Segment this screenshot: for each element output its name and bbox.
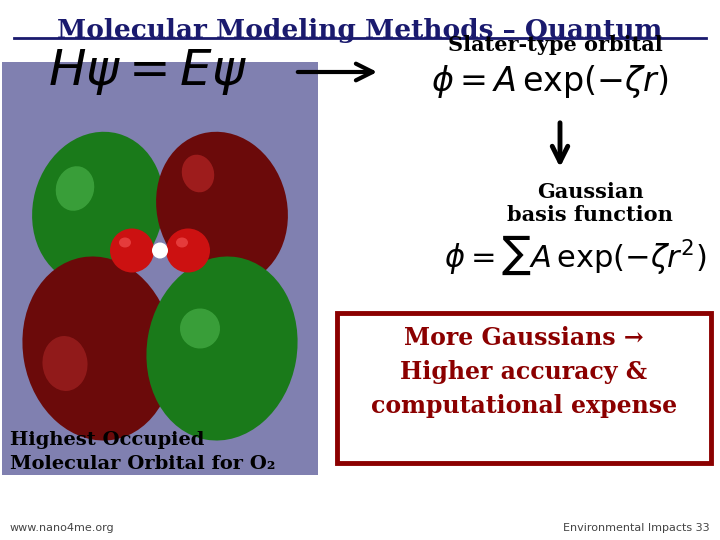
Text: Molecular Orbital for O₂: Molecular Orbital for O₂ — [10, 455, 275, 473]
Ellipse shape — [181, 154, 215, 192]
Ellipse shape — [146, 256, 297, 441]
Text: Slater-type orbital: Slater-type orbital — [448, 35, 662, 55]
Text: Highest Occupied: Highest Occupied — [10, 431, 204, 449]
Text: More Gaussians →: More Gaussians → — [404, 326, 644, 350]
Ellipse shape — [176, 238, 188, 247]
Ellipse shape — [55, 166, 94, 211]
Circle shape — [110, 228, 154, 273]
Ellipse shape — [42, 336, 88, 391]
Ellipse shape — [22, 256, 174, 441]
FancyBboxPatch shape — [337, 313, 711, 463]
Ellipse shape — [180, 308, 220, 348]
Text: Molecular Modeling Methods – Quantum: Molecular Modeling Methods – Quantum — [58, 18, 662, 43]
Text: $\phi = A\,\exp(-\zeta r)$: $\phi = A\,\exp(-\zeta r)$ — [431, 64, 669, 100]
Text: Gaussian: Gaussian — [536, 182, 643, 202]
Text: basis function: basis function — [507, 205, 673, 225]
Circle shape — [166, 228, 210, 273]
Ellipse shape — [156, 132, 288, 285]
Text: computational expense: computational expense — [371, 394, 677, 418]
Text: $\phi = \sum A\,\exp(-\zeta r^2)$: $\phi = \sum A\,\exp(-\zeta r^2)$ — [444, 233, 706, 276]
Text: www.nano4me.org: www.nano4me.org — [10, 523, 114, 533]
Text: $H\psi = E\psi$: $H\psi = E\psi$ — [48, 47, 248, 97]
Ellipse shape — [119, 238, 131, 247]
Bar — [2, 62, 318, 475]
Circle shape — [152, 242, 168, 259]
Text: Higher accuracy &: Higher accuracy & — [400, 360, 647, 384]
Text: Environmental Impacts 33: Environmental Impacts 33 — [563, 523, 710, 533]
Ellipse shape — [32, 132, 164, 285]
